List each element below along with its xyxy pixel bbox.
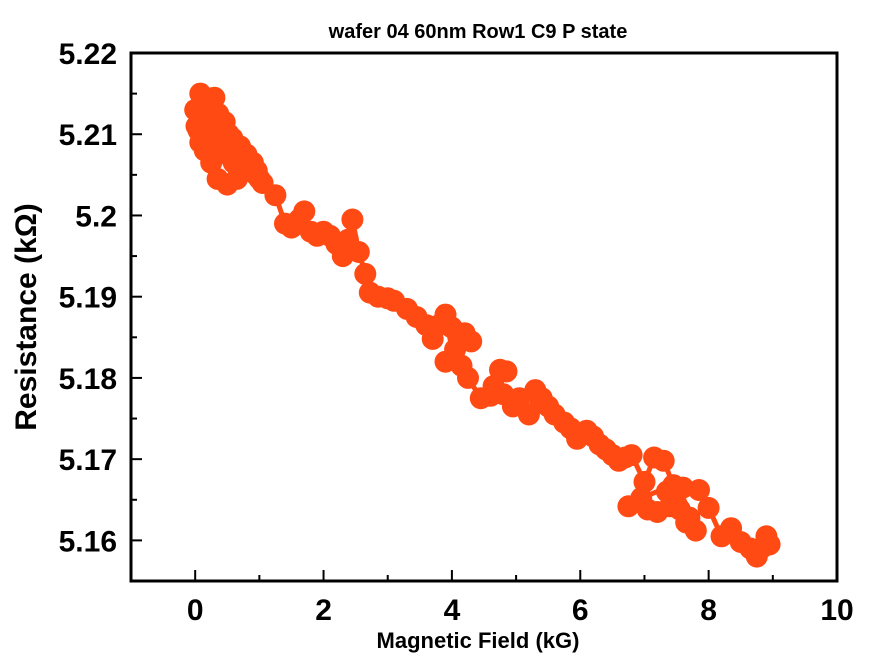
data-point: [675, 511, 698, 534]
y-tick-label: 5.17: [59, 444, 117, 477]
x-tick-labels: 0 2 4 6 8 10: [187, 594, 854, 627]
y-tick-label: 5.19: [59, 282, 117, 315]
plot-frame: [129, 51, 839, 583]
data-point: [341, 208, 364, 231]
data-point: [755, 525, 778, 548]
x-tick-label: 2: [315, 594, 332, 627]
x-tick-label: 6: [572, 594, 589, 627]
y-tick-label: 5.2: [75, 200, 117, 233]
data-point: [495, 360, 518, 383]
x-tick-label: 10: [820, 594, 853, 627]
x-tick-label: 0: [187, 594, 204, 627]
data-point: [293, 200, 316, 223]
x-tick-label: 4: [444, 594, 461, 627]
y-tick-label: 5.21: [59, 119, 117, 152]
y-tick-label: 5.22: [59, 38, 117, 71]
data-point: [688, 479, 710, 501]
data-point: [517, 403, 540, 426]
data-point: [652, 449, 675, 472]
data-point: [617, 495, 640, 518]
data-point: [347, 241, 370, 263]
x-axis-label: Magnetic Field (kG): [377, 628, 580, 653]
data-series: [184, 82, 781, 568]
x-tick-label: 8: [700, 594, 717, 627]
y-tick-label: 5.18: [59, 363, 117, 396]
chart-title: wafer 04 60nm Row1 C9 P state: [328, 21, 628, 43]
data-point: [620, 444, 643, 467]
y-axis-label: Resistance (kΩ): [10, 203, 43, 430]
y-tick-label: 5.16: [59, 525, 117, 558]
data-point: [354, 262, 377, 285]
data-point: [457, 366, 479, 389]
y-tick-labels: 5.16 5.17 5.18 5.19 5.2 5.21 5.22: [59, 38, 117, 558]
data-point: [264, 184, 287, 207]
data-point: [697, 496, 720, 519]
